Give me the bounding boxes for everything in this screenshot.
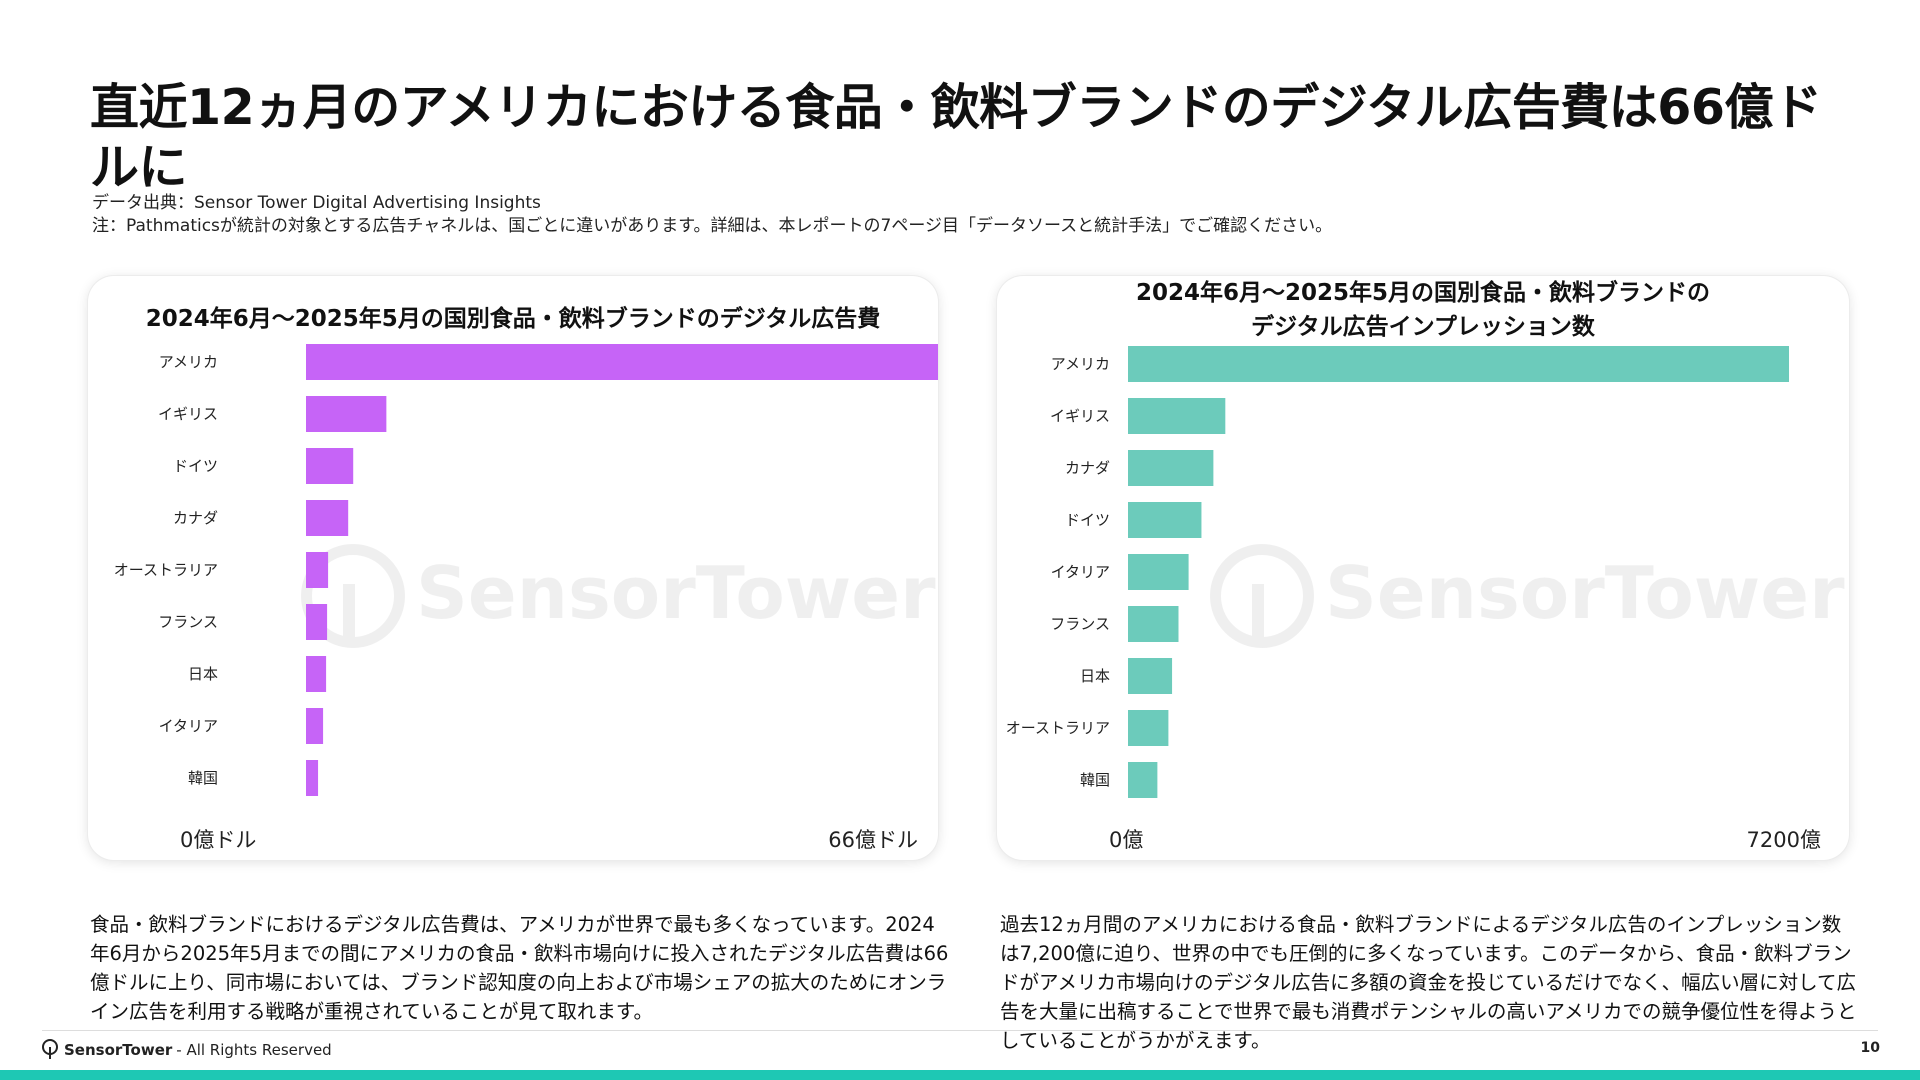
category-label: ドイツ (173, 457, 218, 475)
category-label: イギリス (1050, 407, 1110, 425)
chart-title-line-1: 2024年6月〜2025年5月の国別食品・飲料ブランドの (1135, 280, 1711, 306)
bar (306, 552, 329, 588)
bar (1128, 554, 1189, 590)
category-label: フランス (158, 613, 218, 631)
chart-title-line: 2024年6月〜2025年5月の国別食品・飲料ブランドのデジタル広告費 (145, 306, 881, 332)
bar (306, 500, 349, 536)
footer-rights: - All Rights Reserved (176, 1041, 332, 1059)
category-label: アメリカ (159, 353, 218, 371)
bar (306, 604, 328, 640)
footer-divider (42, 1030, 1878, 1031)
bar (1128, 398, 1226, 434)
category-label: オーストラリア (1006, 719, 1110, 737)
x-axis-min-label: 0億ドル (180, 828, 257, 852)
bar (306, 448, 354, 484)
category-label: カナダ (1065, 459, 1110, 477)
bar (306, 708, 324, 744)
chart-title-line-2: デジタル広告インプレッション数 (1251, 314, 1595, 340)
ad-spend-description: 食品・飲料ブランドにおけるデジタル広告費は、アメリカが世界で最も多くなっています… (90, 912, 949, 1023)
bar (306, 344, 938, 380)
bar (1128, 450, 1214, 486)
note-text: 注：Pathmaticsが統計の対象とする広告チャネルは、国ごとに違いがあります… (92, 216, 1333, 236)
footer-brand-name: SensorTower (64, 1041, 173, 1059)
category-label: 韓国 (1080, 771, 1110, 789)
category-label: オーストラリア (114, 561, 218, 579)
category-label: イギリス (158, 405, 218, 423)
sensortower-logo-stem (1252, 584, 1264, 644)
sensortower-logo-icon (42, 1039, 58, 1061)
bar (1128, 762, 1158, 798)
impressions-chart-card: 2024年6月〜2025年5月の国別食品・飲料ブランドの デジタル広告インプレッ… (997, 276, 1849, 860)
footer-brand: SensorTower - All Rights Reserved (42, 1039, 332, 1061)
category-label: 日本 (188, 665, 218, 683)
watermark-text: SensorTower (416, 551, 936, 635)
impressions-chart-title: 2024年6月〜2025年5月の国別食品・飲料ブランドの デジタル広告インプレッ… (997, 276, 1849, 344)
watermark-text: SensorTower (1325, 551, 1845, 635)
x-axis-max-label: 7200億 (1746, 828, 1821, 852)
bar (1128, 658, 1173, 694)
source-note: データ出典：Sensor Tower Digital Advertising I… (92, 192, 1332, 238)
impressions-description: 過去12ヵ月間のアメリカにおける食品・飲料ブランドによるデジタル広告のインプレッ… (1000, 912, 1857, 1052)
category-label: アメリカ (1051, 355, 1110, 373)
x-axis-max-label: 66億ドル (828, 828, 918, 852)
bar (1128, 502, 1202, 538)
x-axis-min-label: 0億 (1109, 828, 1144, 852)
bar (1128, 710, 1169, 746)
category-label: イタリア (1051, 563, 1110, 581)
bar (306, 656, 327, 692)
ad-spend-chart-card: 2024年6月〜2025年5月の国別食品・飲料ブランドのデジタル広告費 Sens… (88, 276, 938, 860)
category-label: 韓国 (188, 769, 218, 787)
category-label: イタリア (159, 717, 218, 735)
page-title: 直近12ヵ月のアメリカにおける食品・飲料ブランドのデジタル広告費は66億ドルに (90, 79, 1822, 196)
sensortower-logo-icon (301, 544, 405, 648)
category-label: カナダ (173, 509, 218, 527)
category-label: フランス (1050, 615, 1110, 633)
page-number: 10 (1860, 1040, 1880, 1056)
ad-spend-chart-title: 2024年6月〜2025年5月の国別食品・飲料ブランドのデジタル広告費 (88, 302, 938, 336)
bar (1128, 346, 1789, 382)
bar (306, 396, 387, 432)
bar (1128, 606, 1179, 642)
sensortower-logo-icon (1210, 544, 1314, 648)
bar (306, 760, 319, 796)
sensortower-watermark: SensorTower (1210, 544, 1845, 648)
accent-bar (0, 1070, 1920, 1080)
data-source-text: データ出典：Sensor Tower Digital Advertising I… (92, 193, 541, 213)
category-label: ドイツ (1065, 511, 1110, 529)
category-label: 日本 (1080, 667, 1110, 685)
sensortower-logo-stem (343, 584, 355, 644)
sensortower-watermark: SensorTower (301, 544, 936, 648)
